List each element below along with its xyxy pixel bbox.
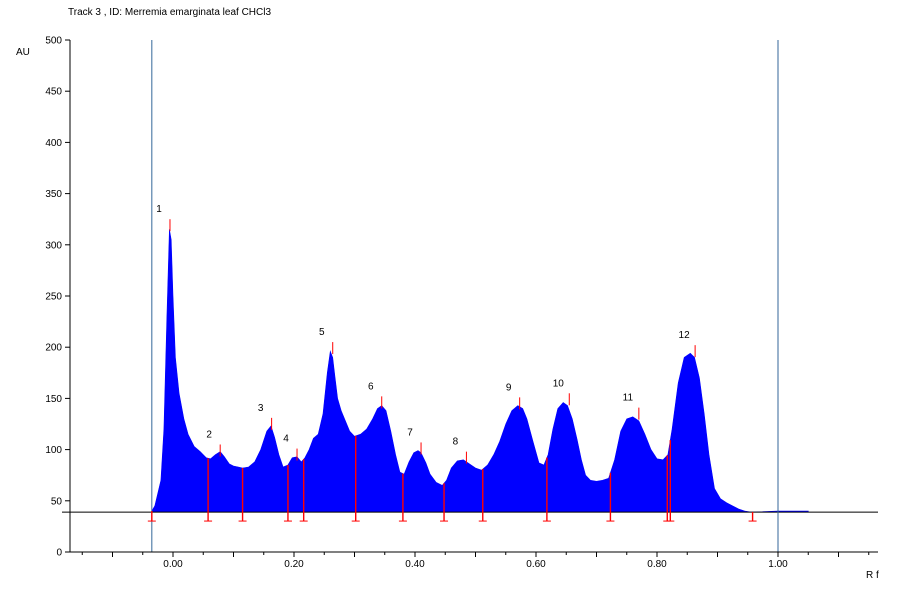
x-tick-label: 0.00 (163, 559, 183, 570)
peak-label: 11 (623, 393, 634, 404)
y-tick-label: 500 (45, 36, 62, 47)
area-layer (151, 229, 809, 513)
y-axis-label: AU (16, 47, 30, 58)
y-tick-label: 0 (56, 548, 62, 559)
x-tick-label: 0.60 (526, 559, 546, 570)
chart-title: Track 3 , ID: Merremia emarginata leaf C… (68, 7, 271, 18)
y-tick-label: 200 (45, 343, 62, 354)
peak-label: 12 (679, 330, 691, 341)
series-area (151, 229, 809, 513)
y-tick-label: 450 (45, 87, 62, 98)
x-tick-label: 0.80 (647, 559, 667, 570)
peak-label: 1 (156, 204, 162, 215)
peak-label: 4 (283, 434, 289, 445)
y-tick-label: 100 (45, 445, 62, 456)
peak-label: 2 (206, 429, 212, 440)
peak-label: 7 (407, 427, 413, 438)
axis-layer: 0 50 100 150 200 250 300 350 400 450 500 0.00 0.20 0.… (45, 36, 878, 570)
marker-layer (147, 219, 757, 522)
peak-label: 5 (319, 327, 325, 338)
peak-label: 3 (258, 403, 264, 414)
x-tick-label: 0.40 (405, 559, 425, 570)
peak-label: 10 (553, 378, 565, 389)
y-tick-label: 350 (45, 189, 62, 200)
peak-label: 9 (506, 382, 512, 393)
y-tick-label: 300 (45, 240, 62, 251)
x-axis-label: R f (866, 570, 879, 581)
peak-label: 8 (453, 437, 459, 448)
y-tick-label: 400 (45, 138, 62, 149)
peak-label: 6 (368, 381, 374, 392)
y-tick-label: 150 (45, 394, 62, 405)
x-tick-label: 0.20 (284, 559, 304, 570)
y-tick-label: 250 (45, 292, 62, 303)
y-tick-label: 50 (51, 496, 63, 507)
x-tick-label: 1.00 (768, 559, 788, 570)
